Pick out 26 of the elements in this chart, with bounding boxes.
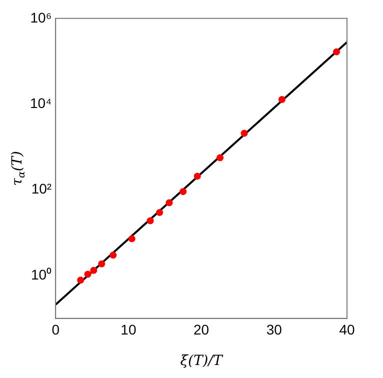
y-axis-title: τα(T) bbox=[10, 151, 28, 186]
point bbox=[110, 252, 117, 259]
point bbox=[166, 199, 173, 206]
x-tick-label: 40 bbox=[339, 322, 355, 338]
point bbox=[77, 276, 84, 284]
y-tick-label: 10⁰ bbox=[31, 266, 52, 282]
x-tick-label: 30 bbox=[266, 322, 282, 338]
point bbox=[333, 48, 340, 56]
y-tick-label: 10⁶ bbox=[30, 9, 52, 26]
x-tick-label: 10 bbox=[120, 322, 136, 338]
point bbox=[194, 172, 201, 180]
point bbox=[90, 266, 98, 274]
x-tick-label: 0 bbox=[52, 322, 60, 338]
point bbox=[156, 209, 164, 216]
point bbox=[216, 154, 224, 162]
x-axis-title: ξ(T)/T bbox=[180, 353, 224, 370]
point bbox=[278, 96, 286, 104]
point bbox=[180, 188, 187, 196]
point bbox=[84, 270, 92, 278]
point bbox=[240, 130, 248, 137]
y-tick-label: 10⁴ bbox=[30, 94, 52, 111]
x-tick-label: 20 bbox=[194, 322, 210, 338]
point bbox=[146, 217, 154, 224]
point bbox=[128, 235, 136, 242]
y-tick-label: 10² bbox=[31, 180, 52, 197]
point bbox=[98, 260, 106, 268]
